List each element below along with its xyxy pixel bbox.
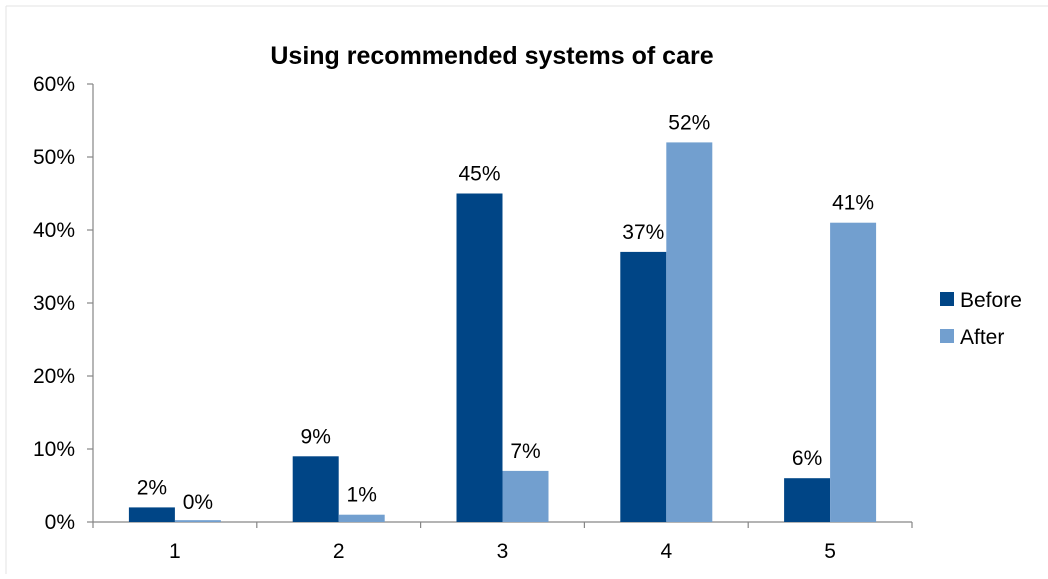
chart-title: Using recommended systems of care — [270, 42, 713, 70]
data-label-after-4: 52% — [668, 111, 710, 134]
bar-after-4 — [666, 142, 713, 522]
y-tick-label: 0% — [45, 511, 75, 534]
bar-after-2 — [338, 514, 385, 522]
data-label-after-5: 41% — [832, 192, 874, 215]
x-tick-label: 2 — [333, 540, 345, 563]
legend-label-after: After — [960, 326, 1004, 349]
bar-before-5 — [784, 478, 831, 522]
y-tick-label: 40% — [33, 219, 75, 242]
y-tick-label: 10% — [33, 438, 75, 461]
y-tick-label: 30% — [33, 292, 75, 315]
y-tick-label: 20% — [33, 365, 75, 388]
legend-swatch-before — [940, 292, 954, 306]
y-tick-label: 60% — [33, 73, 75, 96]
y-tick-label: 50% — [33, 146, 75, 169]
data-label-after-1: 0% — [183, 491, 213, 514]
x-axis: 1 2 3 4 5 — [92, 521, 913, 563]
bar-after-5 — [830, 222, 877, 522]
x-tick-label: 4 — [660, 540, 672, 563]
bar-before-1 — [128, 507, 175, 522]
legend-label-before: Before — [960, 289, 1022, 312]
data-label-before-1: 2% — [137, 476, 167, 499]
bar-after-1 — [174, 520, 221, 522]
data-label-after-3: 7% — [510, 440, 540, 463]
data-label-before-2: 9% — [301, 425, 331, 448]
legend: Before After — [940, 289, 1022, 349]
y-axis: 0% 10% 20% 30% 40% 50% 60% — [33, 73, 94, 534]
bar-before-3 — [456, 193, 503, 522]
x-tick-label: 1 — [169, 540, 181, 563]
bars-group — [128, 142, 877, 522]
data-labels-group: 2% 9% 45% 37% 6% 0% 1% 7% 52% 41% — [137, 111, 874, 514]
data-label-after-2: 1% — [347, 484, 377, 507]
bar-after-3 — [502, 470, 549, 522]
x-tick-label: 5 — [824, 540, 836, 563]
data-label-before-4: 37% — [622, 221, 664, 244]
data-label-before-3: 45% — [458, 163, 500, 186]
bar-before-4 — [620, 251, 667, 522]
legend-swatch-after — [940, 329, 954, 343]
data-label-before-5: 6% — [792, 447, 822, 470]
x-tick-label: 3 — [497, 540, 509, 563]
bar-before-2 — [292, 456, 339, 522]
